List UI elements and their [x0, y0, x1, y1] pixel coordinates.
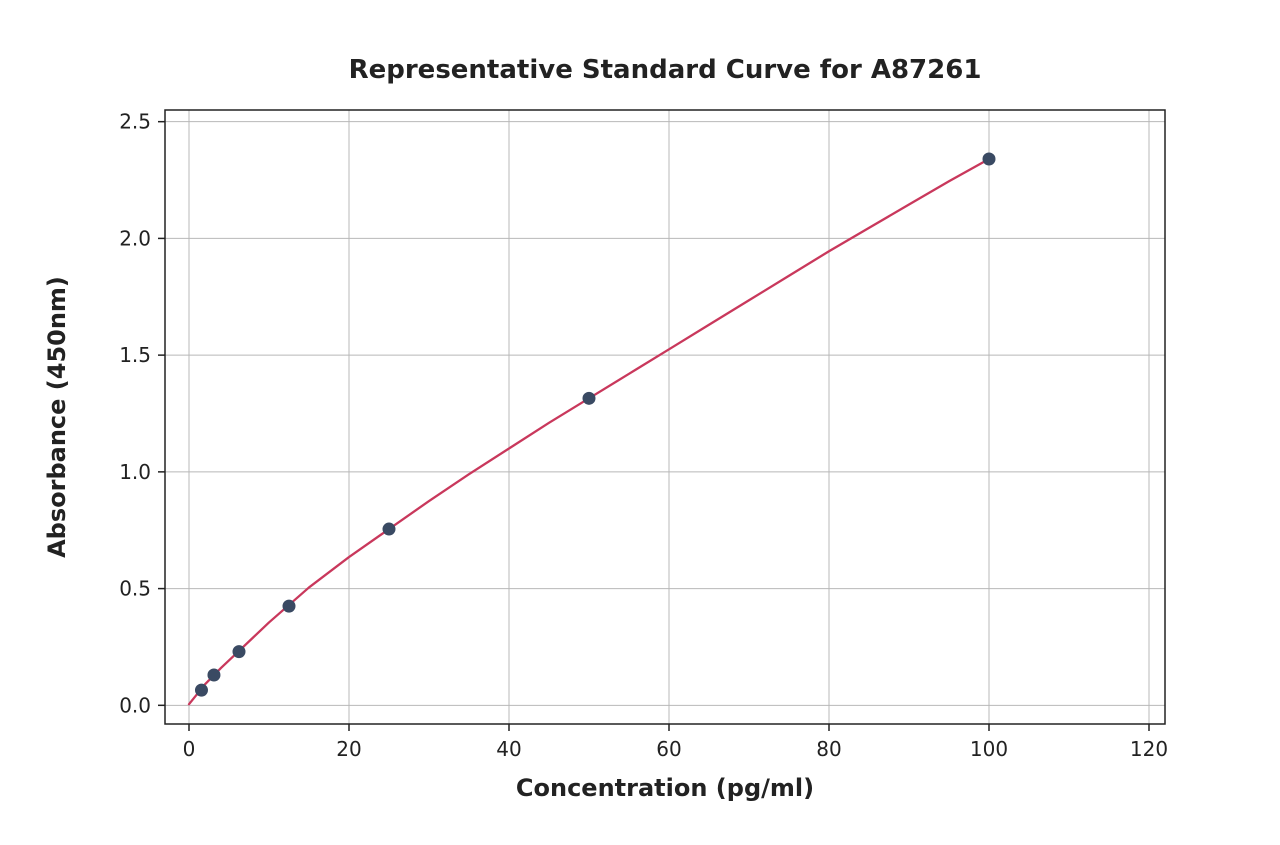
x-tick-label: 60	[656, 737, 681, 761]
y-tick-label: 2.0	[119, 226, 151, 250]
y-tick-label: 1.0	[119, 460, 151, 484]
x-tick-label: 0	[183, 737, 196, 761]
data-marker	[583, 392, 595, 404]
data-marker	[208, 669, 220, 681]
y-tick-label: 1.5	[119, 343, 151, 367]
y-tick-label: 0.5	[119, 577, 151, 601]
data-marker	[283, 600, 295, 612]
data-marker	[983, 153, 995, 165]
y-tick-label: 2.5	[119, 110, 151, 134]
chart-svg: 0 20 40 60 80 100 120 0.0 0.5 1.0 1.5 2.0 2.5 Concent…	[0, 0, 1280, 845]
x-tick-label: 120	[1130, 737, 1168, 761]
y-axis-label: Absorbance (450nm)	[43, 276, 71, 558]
x-tick-label: 80	[816, 737, 841, 761]
data-marker	[195, 684, 207, 696]
x-tick-label: 100	[970, 737, 1008, 761]
y-tick-label: 0.0	[119, 693, 151, 717]
x-axis-label: Concentration (pg/ml)	[516, 774, 814, 802]
chart-container: 0 20 40 60 80 100 120 0.0 0.5 1.0 1.5 2.0 2.5 Concent…	[0, 0, 1280, 845]
plot-background	[165, 110, 1165, 724]
chart-title: Representative Standard Curve for A87261	[349, 55, 982, 85]
x-tick-label: 40	[496, 737, 521, 761]
x-tick-label: 20	[336, 737, 361, 761]
data-marker	[383, 523, 395, 535]
data-marker	[233, 646, 245, 658]
